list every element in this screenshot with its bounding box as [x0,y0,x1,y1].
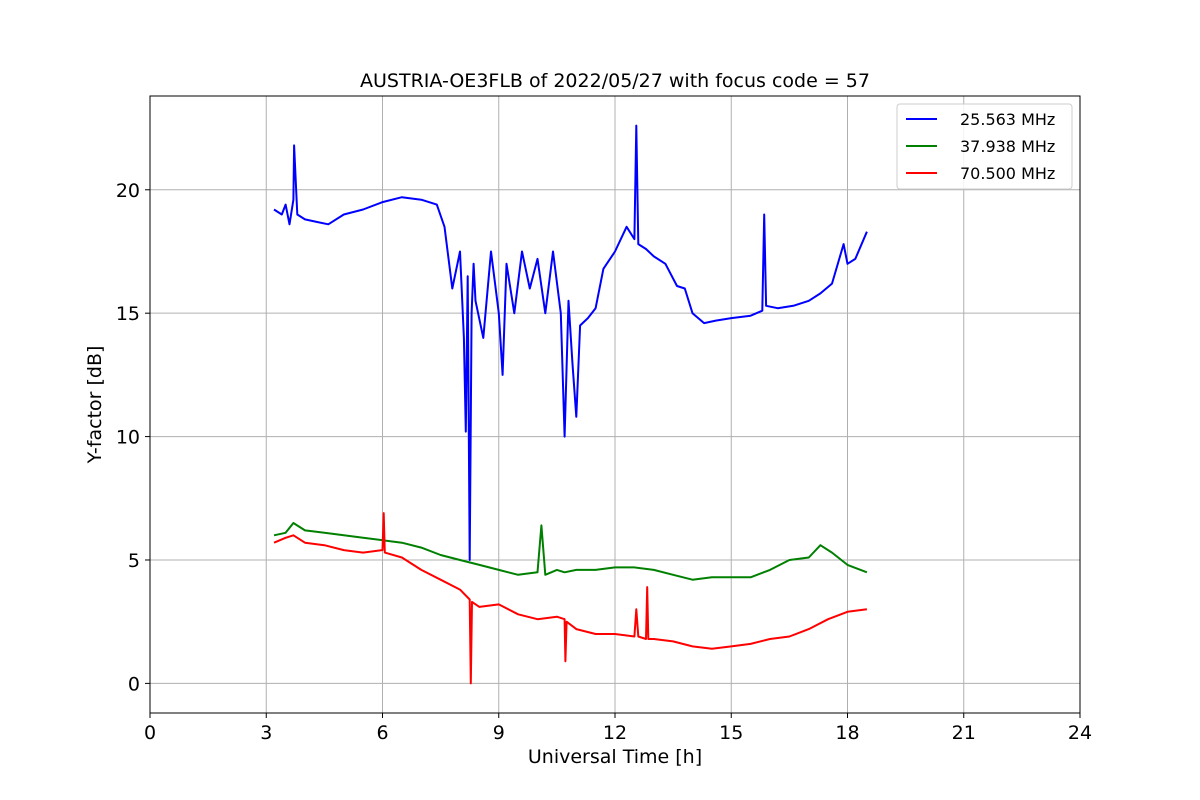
x-tick-label: 6 [376,722,388,744]
legend-label: 37.938 MHz [960,137,1055,156]
x-tick-label: 18 [835,722,859,744]
y-tick-label: 5 [128,550,140,572]
series-line-2 [273,522,868,581]
x-tick-label: 12 [603,722,627,744]
x-tick-label: 15 [719,722,743,744]
legend-label: 25.563 MHz [960,110,1055,129]
grid [149,96,1081,713]
x-axis-label: Universal Time [h] [528,746,702,768]
x-tick-label: 21 [952,722,976,744]
x-tick-label: 0 [144,722,156,744]
chart-title: AUSTRIA-OE3FLB of 2022/05/27 with focus … [360,70,870,92]
y-tick-label: 10 [116,427,140,449]
legend-label: 70.500 MHz [960,164,1055,183]
y-axis-label: Y-factor [dB] [84,346,106,465]
series-lines [273,124,868,685]
series-line-1 [273,124,868,561]
series-line-3 [273,512,868,685]
legend-box [896,103,1073,190]
x-tick-label: 24 [1068,722,1092,744]
x-tick-label: 3 [260,722,272,744]
axis-ticks: 0 3 6 9 12 15 18 21 24 0 5 10 15 20 [116,180,1092,744]
y-tick-label: 15 [116,303,140,325]
y-tick-label: 20 [116,180,140,202]
x-tick-label: 9 [493,722,505,744]
y-tick-label: 0 [128,673,140,695]
legend: 25.563 MHz 37.938 MHz 70.500 MHz [896,103,1073,190]
